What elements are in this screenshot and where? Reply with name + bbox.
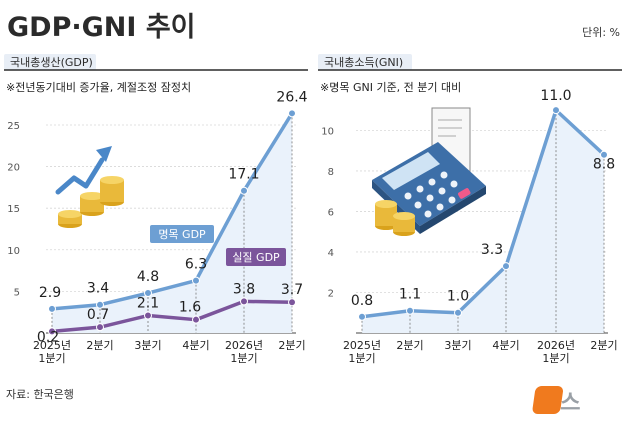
data-point <box>288 109 296 118</box>
data-point <box>288 298 296 307</box>
series-name-box <box>150 225 214 243</box>
data-point <box>96 323 104 332</box>
x-tick-label: 1분기 <box>230 352 257 365</box>
y-tick-label: 15 <box>7 204 20 215</box>
x-tick-label: 2026년 <box>225 339 263 352</box>
gdp-panel-label: 국내총생산(GDP) <box>10 56 93 69</box>
y-tick-label: 8 <box>328 167 334 178</box>
data-point <box>358 312 366 321</box>
y-tick-label: 2 <box>328 288 334 299</box>
x-tick-label: 2분기 <box>86 339 113 352</box>
data-point <box>240 186 248 195</box>
y-tick-label: 10 <box>7 246 20 257</box>
gold-coins-icon <box>58 176 124 228</box>
unit-label: 단위: % <box>582 26 620 39</box>
news1-logo: 뉴스 1 <box>532 386 613 416</box>
area-fill <box>362 110 604 333</box>
x-tick-label: 2분기 <box>590 339 617 352</box>
logo-mark: 1 <box>598 390 613 415</box>
data-label: 1.6 <box>179 300 201 316</box>
data-point <box>144 311 152 320</box>
x-tick-label: 2분기 <box>396 339 423 352</box>
y-tick-label: 4 <box>328 248 334 259</box>
data-label: 3.8 <box>233 281 255 297</box>
data-label: 4.8 <box>137 269 159 285</box>
area-fill <box>52 113 292 333</box>
data-point <box>48 327 56 336</box>
data-label: 26.4 <box>276 89 307 105</box>
data-label: 0.7 <box>87 307 109 323</box>
series-line <box>51 299 293 334</box>
series-line <box>51 112 294 311</box>
data-point <box>406 306 414 315</box>
x-tick-label: 1분기 <box>542 352 569 365</box>
y-tick-label: 10 <box>321 126 334 137</box>
x-tick-label: 4분기 <box>492 339 519 352</box>
data-label: 0.8 <box>351 293 373 309</box>
gdp-note: ※전년동기대비 증가율, 계절조정 잠정치 <box>6 81 191 94</box>
data-label: 17.1 <box>228 167 259 183</box>
y-tick-label: 20 <box>7 163 20 174</box>
x-tick-label: 3분기 <box>134 339 161 352</box>
series-line <box>361 108 606 319</box>
gni-panel-label: 국내총소득(GNI) <box>324 56 403 69</box>
gni-panel-tab <box>318 54 412 70</box>
growth-arrow-icon <box>55 146 112 195</box>
data-label: 0.2 <box>37 329 59 345</box>
data-label: 8.8 <box>593 157 615 173</box>
data-point <box>454 308 462 317</box>
data-label: 1.1 <box>399 287 421 303</box>
data-label: 2.9 <box>39 285 61 301</box>
data-point <box>48 304 56 313</box>
series-name-label: 실질 GDP <box>232 251 280 264</box>
x-tick-label: 1분기 <box>38 352 65 365</box>
data-point <box>552 106 560 115</box>
data-point <box>192 315 200 324</box>
series-name-label: 명목 GDP <box>158 228 206 241</box>
x-tick-label: 2026년 <box>537 339 575 352</box>
data-point <box>240 297 248 306</box>
y-tick-label: 6 <box>328 207 334 218</box>
data-label: 3.4 <box>87 281 109 297</box>
data-point <box>192 276 200 285</box>
x-tick-label: 2025년 <box>343 339 381 352</box>
y-tick-label: 25 <box>7 121 20 132</box>
gdp-panel-tab <box>4 54 96 70</box>
data-point <box>600 150 608 159</box>
data-label: 3.7 <box>281 282 303 298</box>
data-label: 11.0 <box>540 88 571 104</box>
page-title: GDP·GNI 추이 <box>7 12 196 43</box>
data-label: 3.3 <box>481 242 503 258</box>
data-point <box>502 262 510 271</box>
data-point <box>96 300 104 309</box>
source-note: 자료: 한국은행 <box>6 388 74 401</box>
x-tick-label: 1분기 <box>348 352 375 365</box>
x-tick-label: 4분기 <box>182 339 209 352</box>
data-label: 6.3 <box>185 257 207 273</box>
y-tick-label: 5 <box>14 287 20 298</box>
data-label: 2.1 <box>137 296 159 312</box>
gni-note: ※명목 GNI 기준, 전 분기 대비 <box>320 81 461 94</box>
gold-coins-icon <box>375 200 415 236</box>
x-tick-label: 3분기 <box>444 339 471 352</box>
x-tick-label: 2025년 <box>33 339 71 352</box>
data-point <box>144 289 152 298</box>
data-label: 1.0 <box>447 289 469 305</box>
x-tick-label: 2분기 <box>278 339 305 352</box>
series-name-box <box>226 248 286 266</box>
